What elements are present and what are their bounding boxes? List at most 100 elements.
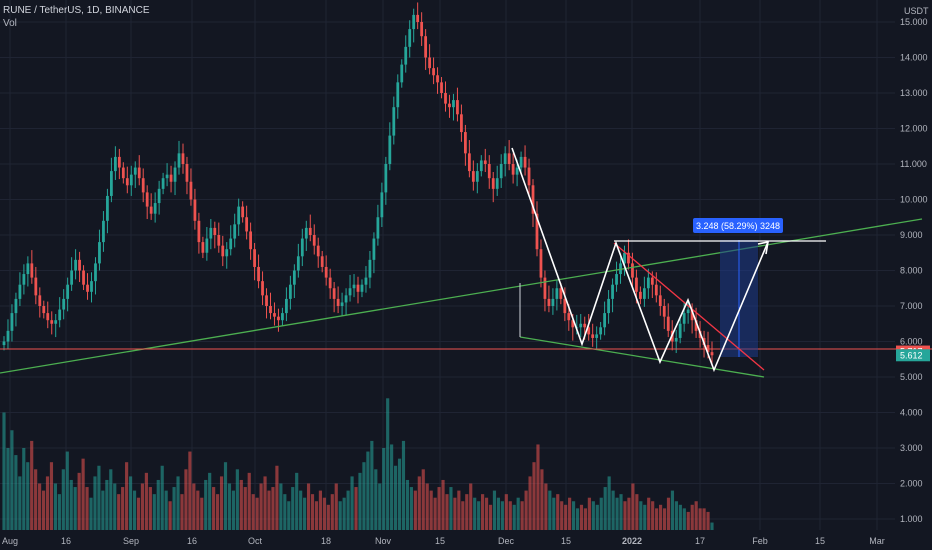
volume-bar [544, 483, 548, 530]
volume-bar [536, 444, 540, 530]
volume-bar [599, 497, 603, 530]
candle-body [579, 323, 583, 328]
candle-body [26, 263, 30, 275]
candle-body [666, 316, 670, 331]
volume-bar [350, 476, 354, 530]
volume-bar [473, 497, 477, 530]
candle-body [332, 288, 336, 299]
zigzag-pattern[interactable] [511, 147, 769, 373]
volume-bar [484, 497, 489, 530]
candle-body [348, 288, 352, 296]
volume-bar [358, 472, 362, 530]
volume-bar [710, 522, 714, 530]
candle-body [694, 320, 698, 331]
candle-body [467, 153, 471, 172]
candle-body [452, 100, 455, 108]
price-tick-label: 5.000 [900, 372, 923, 382]
candle-body [440, 82, 443, 93]
chart-header: RUNE / TetherUS, 1D, BINANCE Vol [3, 4, 150, 30]
drawing-tools[interactable] [0, 147, 932, 378]
volume-bar [662, 508, 667, 530]
volume-bar [267, 490, 271, 530]
candle-body [213, 227, 217, 235]
candle-body [483, 160, 487, 164]
candle-body [686, 309, 690, 314]
volume-bar [85, 487, 89, 530]
price-axis[interactable]: 15.000 14.000 13.000 12.000 11.000 10.000 9.00… [900, 17, 928, 524]
volume-bar [176, 476, 180, 530]
candle-body [623, 252, 626, 264]
volume-bar [227, 483, 232, 530]
lower-wedge-line[interactable] [519, 336, 765, 378]
candle-body [62, 298, 66, 310]
volume-bar [690, 504, 694, 530]
candle-body [316, 245, 320, 257]
volume-bar [128, 476, 133, 530]
volume-bar [670, 490, 675, 530]
candle-body [34, 277, 38, 296]
volume-bar [678, 504, 682, 530]
time-tick-label: Mar [869, 536, 885, 546]
price-tick-label: 11.000 [900, 159, 927, 169]
candle-body [428, 57, 431, 69]
candle-body [388, 135, 392, 164]
volume-bar [698, 508, 702, 530]
candle-body [615, 274, 618, 285]
candle-body [50, 320, 54, 324]
candle-body [543, 277, 547, 299]
candle-body [157, 188, 161, 204]
time-axis[interactable]: Aug 16 Sep 16 Oct 18 Nov 15 Dec 15 2022 17 Feb 15 Mar [2, 536, 885, 546]
volume-bar [259, 483, 263, 530]
candle-body [14, 298, 18, 314]
volume-bar [326, 504, 330, 530]
volume-bar [647, 497, 651, 530]
time-tick-label: 16 [61, 536, 71, 546]
candle-body [54, 320, 58, 324]
time-tick-label: 15 [815, 536, 825, 546]
volume-bar [595, 504, 599, 530]
volume-bar [18, 476, 22, 530]
measure-label-bg [693, 218, 783, 233]
candle-body [563, 298, 567, 314]
candle-body [539, 249, 543, 278]
volume-bar [251, 494, 255, 530]
candle-body [360, 284, 364, 292]
descending-wedge-line[interactable] [613, 242, 765, 371]
candle-body [631, 263, 634, 278]
candle-body [145, 192, 149, 207]
volume-bar [643, 504, 647, 530]
volume-bar [34, 469, 38, 530]
volume-bar [500, 501, 504, 530]
candle-body [595, 334, 599, 338]
time-tick-label: 18 [321, 536, 331, 546]
volume-bar [631, 483, 635, 530]
volume-bar [520, 501, 524, 530]
candle-body [153, 203, 157, 214]
candle-body [646, 277, 650, 289]
volume-bar [575, 508, 580, 530]
volume-bar [504, 494, 508, 530]
candle-body [308, 227, 312, 235]
candle-body [129, 174, 133, 186]
candle-body [642, 288, 646, 299]
volume-bar [219, 476, 224, 530]
candle-body [46, 313, 50, 321]
volume-bar [409, 487, 413, 530]
volume-bar [417, 476, 421, 530]
volume-bar [457, 490, 461, 530]
volume-bar [30, 440, 34, 530]
symbol-title[interactable]: RUNE / TetherUS, 1D, BINANCE [3, 5, 150, 16]
volume-bar [6, 448, 10, 530]
candle-body [177, 153, 181, 168]
volume-indicator-label[interactable]: Vol [3, 18, 17, 29]
measure-label: 3.248 (58.29%) 3248 [696, 221, 780, 231]
volume-bar [125, 462, 129, 530]
volume-bar [38, 483, 42, 530]
candle-body [245, 217, 249, 232]
volume-bar [461, 501, 465, 530]
time-tick-label: Oct [248, 536, 263, 546]
candle-body [503, 153, 507, 164]
volume-bar [524, 490, 528, 530]
